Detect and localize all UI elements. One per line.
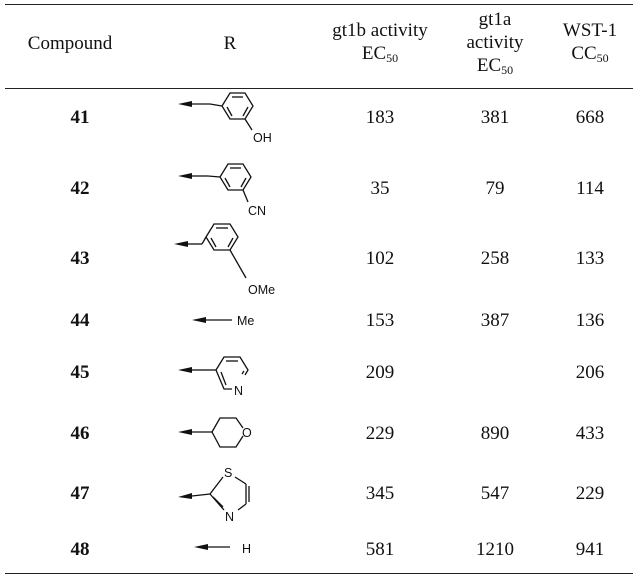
header-gt1a-activity: gt1a activity EC50 <box>455 8 535 77</box>
wst-value: 433 <box>575 423 605 444</box>
header-gt1b-ec: EC <box>361 43 387 64</box>
attachment-arrow <box>178 101 192 107</box>
gt1a-value: 547 <box>480 483 510 504</box>
structure-tetrahydropyranyl: O <box>178 417 252 448</box>
wst-value: 136 <box>575 310 605 331</box>
structure-hydrogen: H <box>194 542 251 556</box>
header-wst1: WST-1 CC50 <box>545 19 635 65</box>
gt1b-value: 35 <box>370 178 390 199</box>
table-top-rule <box>5 4 633 6</box>
structure-3-cyanophenyl: CN <box>178 163 266 218</box>
header-r: R <box>223 33 237 54</box>
wst-value: 668 <box>575 107 605 128</box>
substituent-label: N <box>234 384 243 398</box>
attachment-arrow <box>178 367 192 373</box>
attachment-arrow <box>174 241 188 247</box>
substituent-label-n: N <box>225 510 234 524</box>
compound-id: 47 <box>70 483 90 504</box>
substituent-label: H <box>242 542 251 556</box>
gt1b-value: 153 <box>365 310 395 331</box>
gt1a-value: 387 <box>480 310 510 331</box>
header-gt1a-line2: activity <box>466 32 524 53</box>
wst-value: 133 <box>575 248 605 269</box>
structure-3-methoxyphenyl: OMe <box>174 223 275 297</box>
header-wst-cc: CC <box>571 43 597 64</box>
compound-id: 44 <box>70 310 90 331</box>
gt1a-value: 79 <box>485 178 505 199</box>
compound-id: 46 <box>70 423 90 444</box>
header-gt1a-sub: 50 <box>501 63 514 77</box>
wst-value: 114 <box>576 178 604 199</box>
compound-id: 43 <box>70 248 90 269</box>
gt1b-value: 209 <box>365 362 395 383</box>
wst-value: 229 <box>575 483 605 504</box>
table-bottom-rule <box>5 573 633 575</box>
substituent-label: O <box>242 426 252 440</box>
gt1a-value: 381 <box>480 107 510 128</box>
header-gt1b-sub: 50 <box>386 51 399 65</box>
header-wst-line1: WST-1 <box>562 20 618 41</box>
wst-value: 206 <box>575 362 605 383</box>
header-gt1a-line1: gt1a <box>478 9 512 30</box>
gt1b-value: 102 <box>365 248 395 269</box>
gt1b-value: 345 <box>365 483 395 504</box>
gt1a-value: 1210 <box>476 539 514 560</box>
gt1b-value: 229 <box>365 423 395 444</box>
header-gt1b-line1: gt1b activity <box>332 20 428 41</box>
structure-2-thiazolyl: S N <box>178 466 250 524</box>
structure-3-pyridyl: N <box>178 356 249 398</box>
substituent-label: CN <box>248 204 266 218</box>
gt1b-value: 581 <box>365 539 395 560</box>
gt1a-value: 890 <box>480 423 510 444</box>
attachment-arrow <box>194 544 208 550</box>
compound-id: 42 <box>70 178 90 199</box>
substituent-label-s: S <box>224 466 232 480</box>
compound-id: 48 <box>70 539 90 560</box>
compound-id: 45 <box>70 362 90 383</box>
substituent-label: OH <box>253 131 272 145</box>
attachment-arrow <box>178 493 192 499</box>
gt1b-value: 183 <box>365 107 395 128</box>
gt1a-value: 258 <box>480 248 510 269</box>
header-compound: Compound <box>27 33 113 54</box>
structure-3-hydroxyphenyl: OH <box>178 92 272 145</box>
structure-methyl: Me <box>192 314 254 328</box>
header-gt1a-ec: EC <box>476 55 502 76</box>
wst-value: 941 <box>575 539 605 560</box>
attachment-arrow <box>178 173 192 179</box>
attachment-arrow <box>192 317 206 323</box>
header-rule <box>5 88 633 90</box>
header-gt1b-activity: gt1b activity EC50 <box>310 19 450 65</box>
compound-id: 41 <box>70 107 90 128</box>
attachment-arrow <box>178 429 192 435</box>
substituent-label: OMe <box>248 283 275 297</box>
header-wst-sub: 50 <box>596 51 609 65</box>
substituent-label: Me <box>237 314 254 328</box>
